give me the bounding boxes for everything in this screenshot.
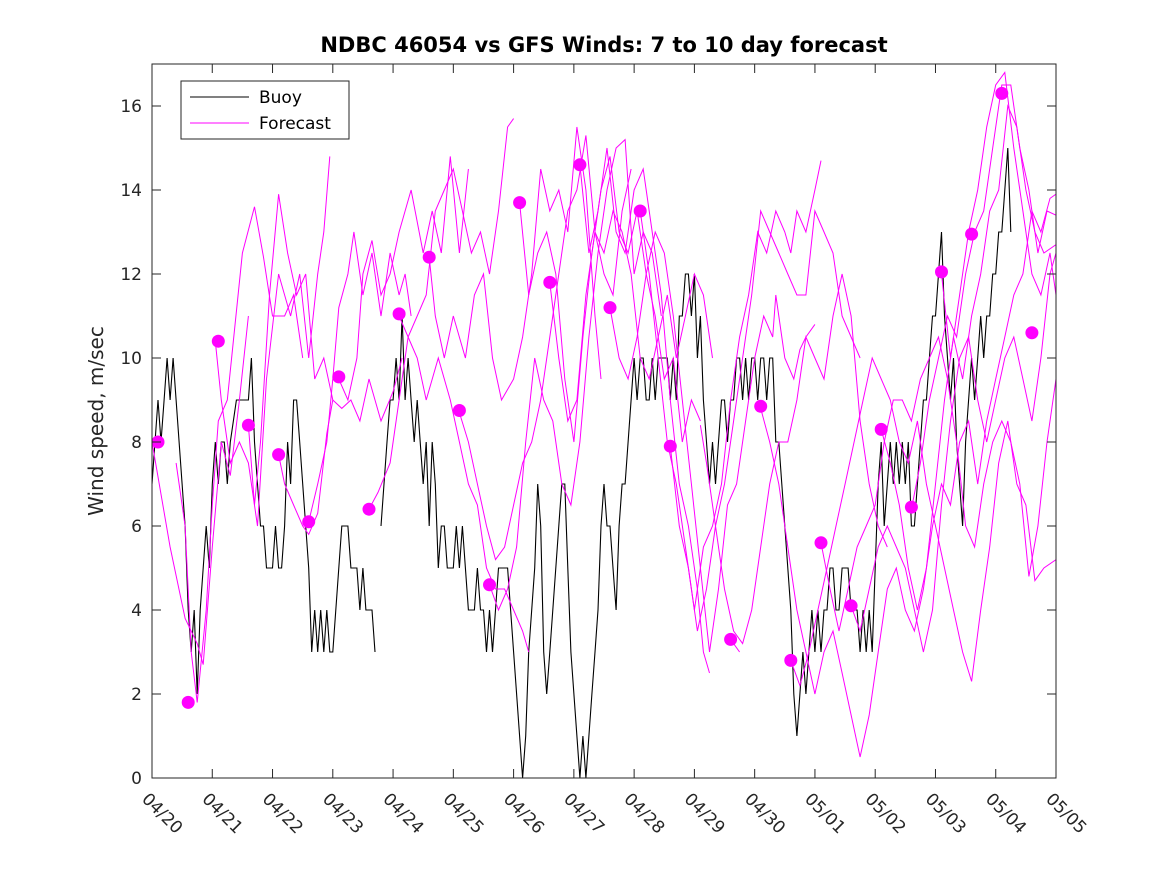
forecast-marker [724,632,738,646]
forecast-marker [814,536,828,550]
y-tick-label: 8 [131,433,142,453]
forecast-line [850,252,1056,653]
forecast-marker [603,301,617,315]
forecast-line [609,230,816,653]
plot-area [151,63,1057,779]
forecast-line [338,156,469,402]
y-tick-label: 10 [120,349,142,369]
forecast-marker [452,404,466,417]
forecast-marker [754,399,768,413]
forecast-line [368,118,515,510]
chart-title: NDBC 46054 vs GFS Winds: 7 to 10 day for… [320,33,887,57]
forecast-marker [633,204,647,218]
forecast-line [278,357,403,536]
axes-background [152,64,1056,778]
forecast-marker [573,158,587,172]
forecast-line [175,206,304,703]
forecast-line [214,156,331,527]
forecast-line [579,147,710,674]
forecast-line [549,209,713,423]
forecast-line [941,71,1056,359]
legend-box [180,80,350,140]
forecast-marker [332,370,346,384]
forecast-marker [904,500,918,514]
forecast-marker [302,515,316,529]
forecast-marker [874,422,888,436]
forecast-marker [543,275,557,289]
forecast-marker [392,307,406,321]
forecast-line [489,138,662,612]
forecast-line [910,84,1056,510]
forecast-line [152,315,249,665]
forecast-line [820,335,1056,632]
forecast-marker [483,578,496,592]
legend: Buoy Forecast [180,80,350,140]
y-tick-label: 0 [131,769,142,789]
buoy-line-segment [152,357,376,695]
forecast-line [247,194,334,506]
forecast-line [458,135,632,561]
forecast-series [152,71,1056,758]
forecast-markers [151,86,1039,709]
forecast-line [760,193,1056,758]
forecast-marker [513,196,527,210]
forecast-line [398,315,530,653]
y-axis: 0 2 4 6 8 10 12 14 16 [120,97,1056,789]
legend-buoy-label: Buoy [259,88,302,108]
y-tick-label: 4 [131,601,142,621]
y-tick-label: 12 [120,265,142,285]
forecast-marker [362,502,376,516]
forecast-marker [995,86,1009,100]
buoy-series [152,147,1012,778]
y-tick-label: 14 [120,181,142,201]
forecast-marker [181,695,195,709]
forecast-line [308,231,412,522]
forecast-marker [965,227,979,241]
forecast-marker [935,265,948,279]
forecast-line [669,209,861,632]
forecast-marker [784,653,798,667]
buoy-line-segment [380,147,1012,778]
y-tick-label: 6 [131,517,142,537]
y-tick-label: 2 [131,685,142,705]
y-tick-label: 16 [120,97,142,117]
forecast-line [880,104,1056,611]
forecast-line [428,126,602,402]
forecast-marker [1025,326,1039,340]
forecast-line [699,273,888,645]
y-axis-label: Wind speed, m/sec [84,326,108,516]
forecast-marker [211,334,225,348]
forecast-marker [241,418,255,432]
forecast-marker [663,439,677,453]
forecast-marker [272,448,286,462]
forecast-marker [844,599,858,613]
forecast-marker [422,250,436,264]
legend-forecast-label: Forecast [259,114,331,134]
forecast-line [519,156,701,443]
axes-frame [151,63,1057,779]
